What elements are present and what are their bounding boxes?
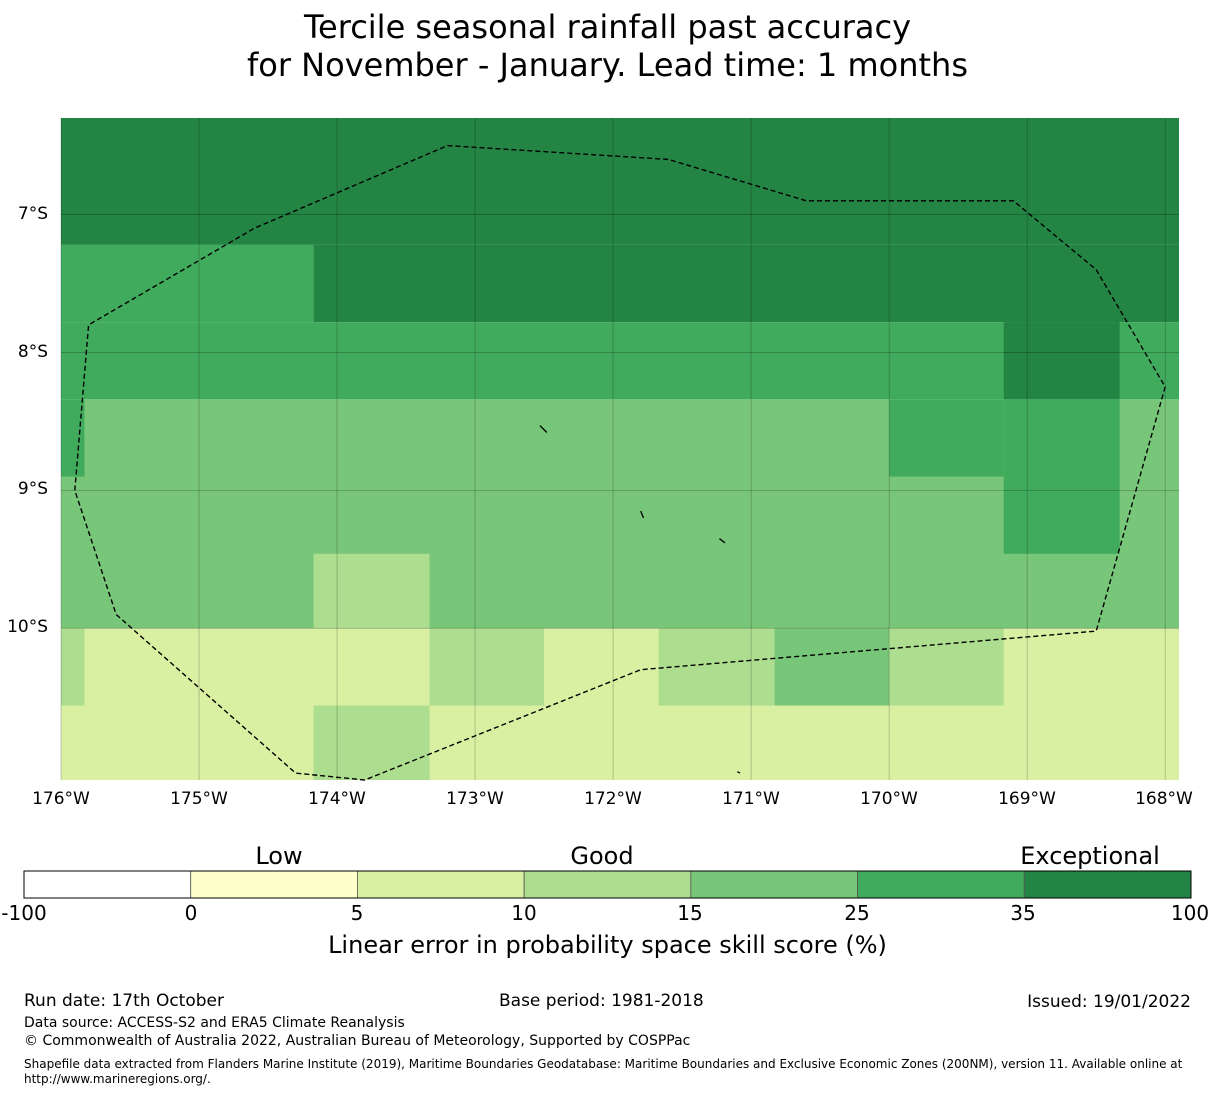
skill-cell: [313, 553, 430, 629]
skill-cell: [1003, 399, 1120, 554]
chart-title-line-1: Tercile seasonal rainfall past accuracy: [303, 8, 912, 46]
colorbar-tick: 0: [184, 901, 198, 925]
copyright-notice: © Commonwealth of Australia 2022, Austra…: [24, 1033, 691, 1049]
shapefile-credit: Shapefile data extracted from Flanders M…: [24, 1057, 1183, 1086]
lon-tick-176w: 176°W: [32, 789, 90, 809]
skill-cell: [61, 399, 85, 477]
lat-tick-9s: 9°S: [17, 479, 48, 499]
data-source: Data source: ACCESS-S2 and ERA5 Climate …: [24, 1015, 405, 1031]
skill-cell: [61, 244, 314, 323]
island-coastline: [539, 425, 548, 433]
colorbar-segment: [190, 870, 358, 899]
colorbar-segment: [523, 870, 692, 899]
lat-tick-7s: 7°S: [17, 204, 48, 224]
colorbar-segment: [357, 870, 525, 899]
lat-tick-10s: 10°S: [7, 617, 48, 637]
run-date: Run date: 17th October: [24, 991, 224, 1011]
colorbar-outline: [23, 870, 1192, 899]
skill-cell: [313, 244, 1179, 323]
skill-cell: [61, 118, 1179, 245]
island-coastline: [719, 538, 726, 544]
lon-tick-170w: 170°W: [860, 789, 918, 809]
skill-cell: [889, 399, 1004, 477]
skill-cell: [61, 628, 85, 706]
lon-tick-168w: 168°W: [1135, 789, 1193, 809]
colorbar-label: Linear error in probability space skill …: [328, 931, 887, 959]
island-coastline: [640, 510, 645, 519]
lon-tick-175w: 175°W: [170, 789, 228, 809]
skill-cell: [61, 628, 1179, 780]
skill-cell: [774, 628, 890, 706]
lon-tick-174w: 174°W: [308, 789, 366, 809]
lon-tick-172w: 172°W: [584, 789, 642, 809]
skill-cell: [889, 628, 1004, 706]
issued-date: Issued: 19/01/2022: [1027, 992, 1191, 1012]
skill-cell: [313, 705, 430, 780]
lon-tick-173w: 173°W: [446, 789, 504, 809]
colorbar-tick: 5: [350, 901, 364, 925]
colorbar-category-good: Good: [570, 842, 634, 870]
colorbar-segment: [23, 870, 192, 899]
skill-cell: [429, 628, 545, 706]
chart-title-line-2: for November - January. Lead time: 1 mon…: [247, 46, 968, 84]
colorbar-tick: -100: [1, 901, 47, 925]
colorbar-tick: 10: [511, 901, 537, 925]
lon-tick-171w: 171°W: [722, 789, 780, 809]
colorbar-tick: 15: [677, 901, 703, 925]
colorbar-category-exceptional: Exceptional: [1020, 842, 1160, 870]
island-coastline: [737, 771, 741, 774]
colorbar-segment: [690, 870, 858, 899]
lon-tick-169w: 169°W: [998, 789, 1056, 809]
colorbar-segment: [1023, 870, 1192, 899]
colorbar-segment: [857, 870, 1025, 899]
lat-tick-8s: 8°S: [17, 342, 48, 362]
base-period: Base period: 1981-2018: [499, 991, 704, 1011]
graticule: [60, 118, 1179, 780]
colorbar: [23, 870, 1192, 899]
colorbar-tick: 100: [1170, 901, 1210, 925]
eez-boundary: [74, 144, 1166, 781]
skill-cell: [1003, 322, 1120, 400]
skill-cell: [61, 322, 1179, 400]
islands: [539, 425, 741, 774]
colorbar-tick: 25: [844, 901, 870, 925]
colorbar-category-low: Low: [255, 842, 303, 870]
colorbar-tick: 35: [1010, 901, 1036, 925]
skill-grid: [61, 118, 1179, 780]
